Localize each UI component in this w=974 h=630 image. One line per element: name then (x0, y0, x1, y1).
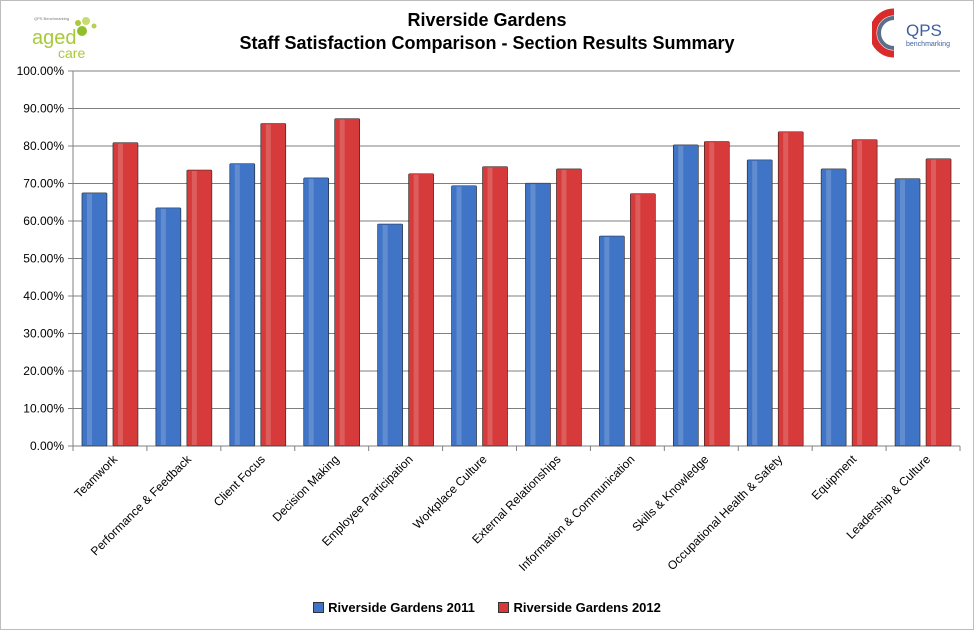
bar-highlight (160, 208, 166, 445)
bar-2012 (630, 193, 656, 447)
x-tick-label: Workplace Culture (410, 452, 490, 532)
y-tick-label: 50.00% (23, 252, 64, 266)
bar-2012 (334, 118, 361, 447)
bar-2012 (556, 168, 582, 447)
y-tick-label: 60.00% (23, 214, 64, 228)
bar-2012 (703, 141, 730, 447)
bar-highlight (487, 167, 493, 445)
y-tick-label: 90.00% (23, 102, 64, 116)
legend-swatch-2011 (313, 602, 325, 613)
bar-2011 (155, 207, 182, 447)
y-tick-label: 40.00% (23, 289, 64, 303)
x-tick-label: Decision Making (270, 452, 342, 524)
y-tick-label: 100.00% (17, 64, 65, 78)
bar-2011 (451, 185, 477, 447)
x-tick-label: Teamwork (72, 452, 121, 501)
legend-item-2011: Riverside Gardens 2011 (313, 600, 475, 615)
bar-2011 (229, 163, 256, 447)
bar-highlight (752, 160, 758, 445)
bar-2012 (260, 123, 287, 447)
bar-2011 (746, 159, 773, 447)
bar-highlight (900, 179, 906, 445)
bar-highlight (191, 171, 197, 445)
bar-2012 (851, 139, 878, 447)
bar-highlight (339, 119, 345, 445)
bar-2012 (777, 131, 804, 447)
bar-2011 (377, 223, 403, 447)
bar-2011 (81, 192, 108, 447)
bar-highlight (413, 174, 419, 445)
bar-2011 (820, 168, 847, 447)
aged-care-tagline: QPS Benchmarking (34, 16, 69, 21)
x-tick-label: Leadership & Culture (844, 452, 934, 542)
bar-highlight (857, 140, 863, 445)
aged-care-logo-sub: care (58, 45, 85, 61)
bar-highlight (604, 237, 610, 445)
bar-highlight (530, 184, 536, 445)
chart-legend: Riverside Gardens 2011 Riverside Gardens… (0, 600, 974, 616)
bar-2011 (525, 182, 551, 447)
chart-title: Riverside Gardens (407, 10, 567, 30)
bar-highlight (709, 142, 715, 445)
bar-highlight (382, 225, 388, 445)
bar-2011 (672, 144, 699, 447)
bar-2012 (186, 169, 213, 447)
bar-highlight (826, 169, 832, 445)
bar-2012 (482, 166, 508, 447)
y-tick-label: 80.00% (23, 139, 64, 153)
bar-highlight (265, 124, 271, 445)
aged-care-logo-main: aged (32, 27, 77, 49)
legend-swatch-2012 (498, 602, 510, 613)
y-tick-label: 30.00% (23, 327, 64, 341)
bar-highlight (117, 143, 123, 445)
y-tick-label: 70.00% (23, 177, 64, 191)
bar-2012 (112, 142, 139, 447)
legend-label-2011: Riverside Gardens 2011 (328, 600, 475, 615)
legend-item-2012: Riverside Gardens 2012 (498, 600, 661, 615)
aged-care-logo: QPS Benchmarking aged care (20, 14, 110, 62)
x-tick-label: Skills & Knowledge (629, 452, 711, 534)
bar-2012 (408, 173, 434, 447)
bar-highlight (678, 145, 684, 445)
bar-highlight (783, 132, 789, 445)
qps-logo-sub: benchmarking (906, 41, 950, 48)
bar-2011 (599, 235, 625, 447)
bar-highlight (561, 169, 567, 445)
qps-logo-main: QPS (906, 21, 942, 40)
bar-2011 (894, 178, 921, 447)
bar-2011 (303, 177, 330, 447)
bar-highlight (931, 159, 937, 445)
bar-2012 (925, 158, 952, 447)
bar-highlight (456, 186, 462, 445)
x-tick-label: Client Focus (211, 452, 268, 509)
y-tick-label: 0.00% (30, 439, 64, 453)
x-tick-label: Equipment (809, 452, 860, 503)
y-tick-label: 20.00% (23, 364, 64, 378)
qps-benchmarking-logo: QPS benchmarking (869, 8, 962, 58)
bar-highlight (234, 164, 240, 445)
bar-highlight (635, 194, 641, 445)
bar-highlight (308, 178, 314, 445)
bar-highlight (86, 193, 92, 445)
y-tick-label: 10.00% (23, 402, 64, 416)
legend-label-2012: Riverside Gardens 2012 (513, 600, 661, 615)
chart-subtitle: Staff Satisfaction Comparison - Section … (239, 33, 735, 53)
